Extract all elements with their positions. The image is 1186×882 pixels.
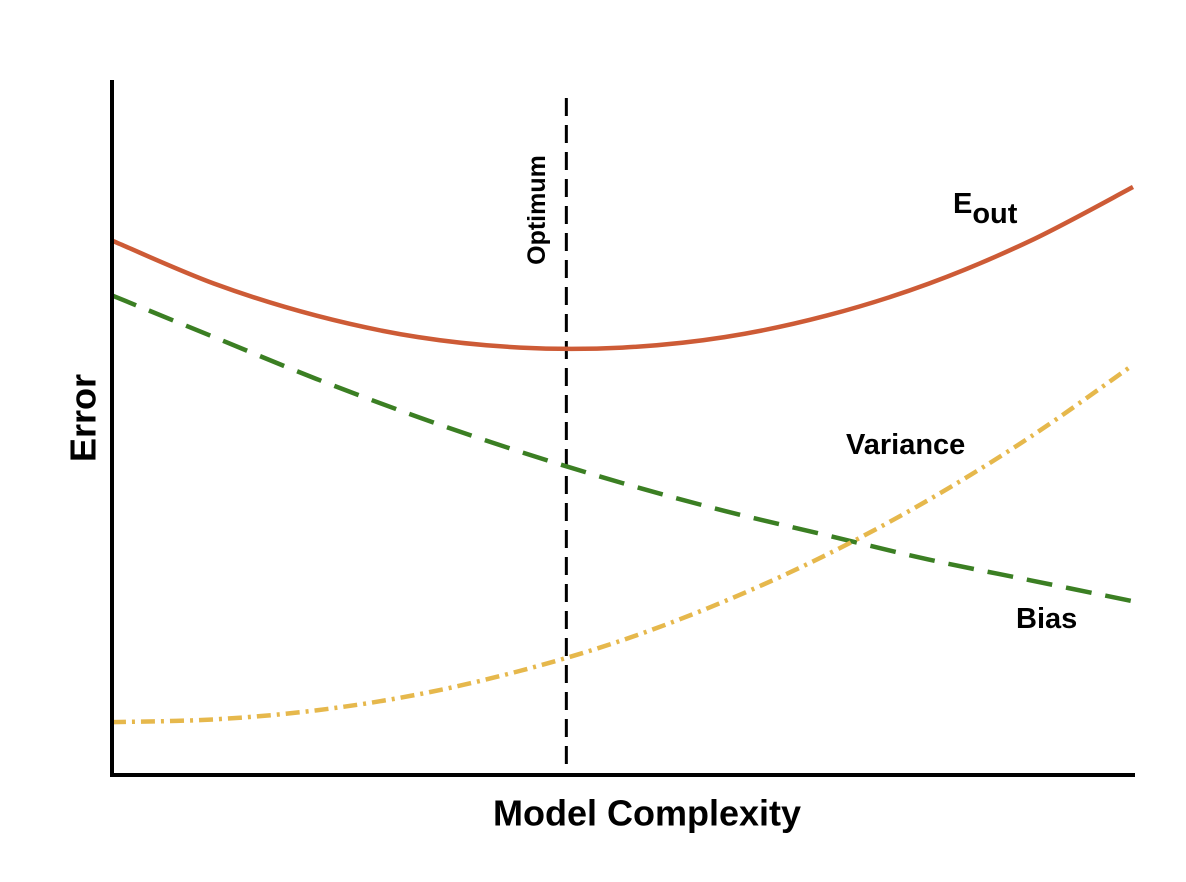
series-label-name: Bias [1016,603,1077,635]
series-label-subscript: out [972,198,1017,230]
y-axis-title: Error [63,374,104,462]
series-label: Eout [953,188,1018,230]
series-label: Bias [1016,603,1077,635]
series-line [111,293,1134,604]
series-label-name: Variance [846,429,965,461]
series-line [111,363,1135,725]
series-line [111,185,1135,352]
series-label: Variance [846,429,965,461]
x-axis-title: Model Complexity [493,793,801,834]
optimum-label: Optimum [523,155,551,265]
series-label-name: E [953,188,972,220]
